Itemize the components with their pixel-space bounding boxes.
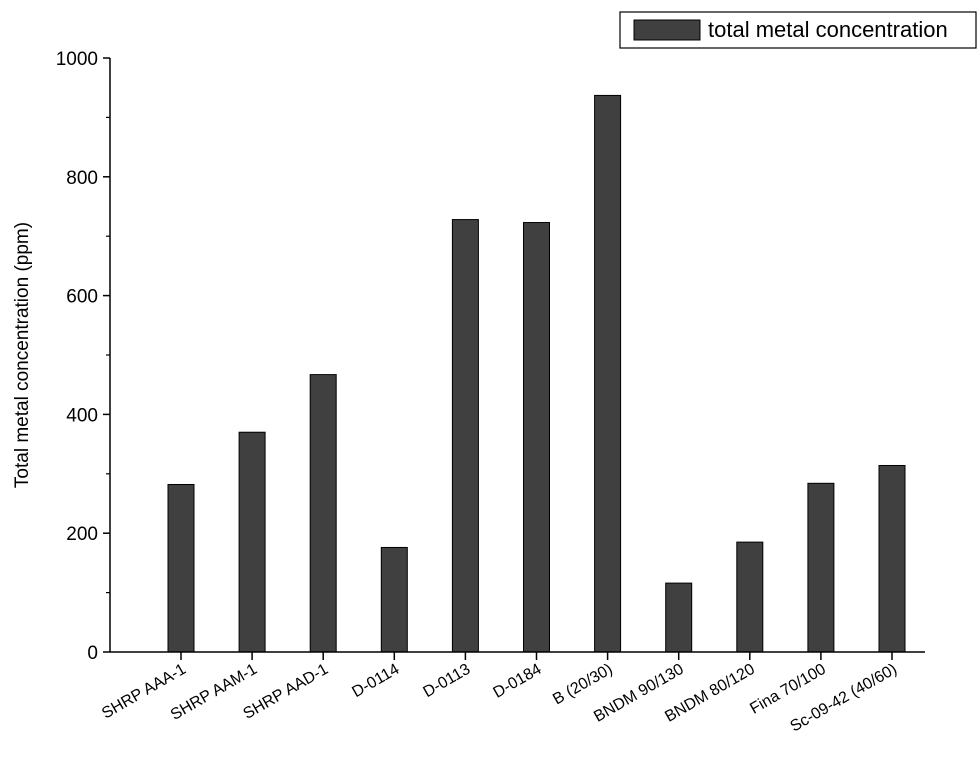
bars (167, 94, 906, 653)
x-tick-label: D-0114 (349, 661, 402, 701)
y-tick-label: 0 (87, 643, 98, 664)
y-tick-label: 400 (66, 405, 98, 426)
legend-label: total metal concentration (708, 17, 948, 42)
bar (523, 222, 550, 653)
bar (238, 431, 266, 653)
bar (878, 464, 906, 653)
bar (380, 546, 408, 653)
legend-swatch (633, 19, 701, 41)
y-axis-label: Total metal concentration (ppm) (12, 222, 33, 488)
y-tick-label: 200 (66, 524, 98, 545)
bar (736, 541, 764, 653)
y-tick-label: 1000 (56, 49, 98, 70)
bar (594, 94, 622, 653)
legend: total metal concentration (619, 11, 977, 49)
bar (665, 582, 693, 653)
bar (807, 482, 835, 653)
bar (451, 219, 479, 653)
x-tick-label: B (20/30) (550, 661, 615, 709)
y-tick-label: 800 (66, 168, 98, 189)
y-tick-label: 600 (66, 287, 98, 308)
axes (109, 58, 925, 653)
bar (309, 374, 337, 653)
y-ticks: 0 200 400 600 800 1000 (56, 49, 110, 664)
x-tick-label: D-0113 (420, 661, 473, 701)
x-tick-label: D-0184 (491, 661, 545, 702)
bar (167, 483, 195, 653)
